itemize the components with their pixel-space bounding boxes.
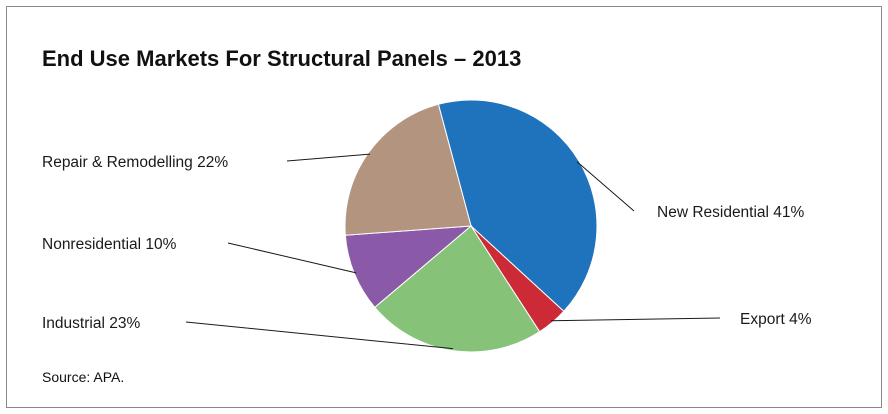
leader-export [551,317,721,322]
label-new-residential: New Residential 41% [657,204,805,221]
label-export: Export 4% [740,311,812,328]
chart-title: End Use Markets For Structural Panels – … [42,46,522,71]
leader-new-residential [576,161,635,212]
slice-nonresidential [344,225,473,309]
leader-industrial [185,321,453,350]
slice-industrial [374,225,541,353]
slice-labels: New Residential 41% Export 4% Industrial 2… [42,154,812,332]
leader-repair-remodelling [286,153,370,162]
label-industrial: Industrial 23% [42,315,140,332]
label-nonresidential: Nonresidential 10% [42,236,177,253]
chart-source: Source: APA. [42,369,125,385]
label-repair-remodelling: Repair & Remodelling 22% [42,154,228,171]
pie-slices [344,99,598,353]
leader-nonresidential [227,242,357,274]
slice-repair-remodelling [344,103,472,236]
leader-lines [185,153,721,350]
slice-new-residential [437,99,598,312]
